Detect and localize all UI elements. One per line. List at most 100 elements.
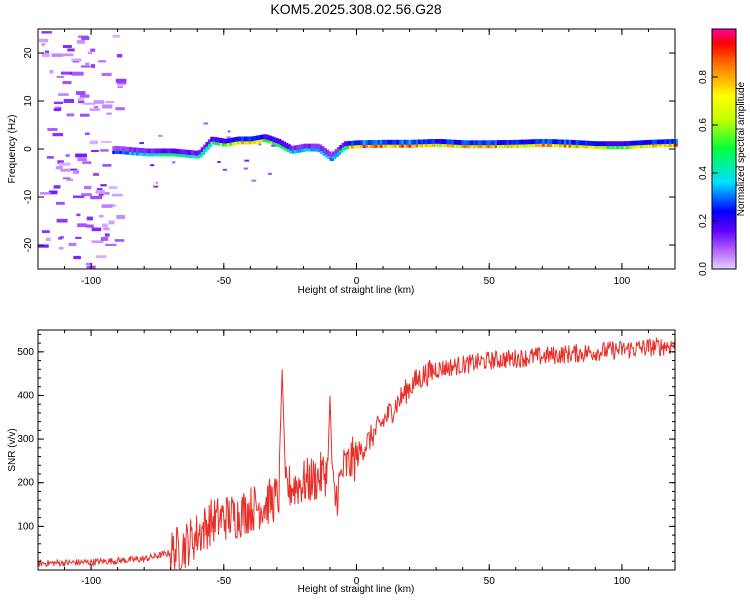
ridge-cell <box>394 144 399 148</box>
noise-cell <box>203 122 209 125</box>
ridge-cell <box>387 139 392 148</box>
ridge-cell <box>415 144 420 148</box>
ridge-cell <box>260 134 265 143</box>
ridge-cell <box>645 140 650 148</box>
ridge-cell <box>269 136 275 144</box>
snr-x-axis-label: Height of straight line (km) <box>298 584 415 595</box>
ridge-cell <box>604 141 609 149</box>
ridge-cell <box>274 142 279 146</box>
ridge-cell <box>453 139 459 148</box>
noise-cell <box>65 154 70 157</box>
noise-cell <box>41 31 52 34</box>
ridge-cell <box>150 153 155 157</box>
noise-cell <box>91 227 102 232</box>
ridge-cell <box>513 139 518 148</box>
ridge-cell <box>358 145 363 149</box>
noise-cell <box>51 53 64 57</box>
ridge-cell <box>286 149 291 153</box>
ridge-cell <box>551 139 557 147</box>
ridge-cell <box>207 139 213 147</box>
noise-cell <box>66 178 73 181</box>
ridge-cell <box>554 139 559 147</box>
ridge-cell <box>451 144 456 148</box>
ridge-cell <box>231 142 236 146</box>
ridge-cell <box>427 144 432 148</box>
noise-cell <box>117 85 123 89</box>
ridge-cell <box>432 143 437 147</box>
ridge-cell <box>444 144 449 148</box>
ridge-cell <box>537 143 542 147</box>
y-tick-label: -20 <box>23 237 34 252</box>
ridge-cell <box>298 149 303 153</box>
ridge-cell <box>176 149 182 157</box>
noise-cell <box>73 255 81 260</box>
ridge-cell <box>444 139 449 147</box>
noise-cell <box>101 204 113 208</box>
ridge-cell <box>563 144 568 148</box>
ridge-cell <box>329 157 334 161</box>
ridge-cell <box>164 148 170 157</box>
x-tick-label: -50 <box>217 276 232 287</box>
ridge-cell <box>150 148 155 157</box>
ridge-cell <box>432 139 437 147</box>
ridge-cell <box>621 146 626 150</box>
ridge-cell <box>117 150 122 154</box>
ridge-cell <box>415 139 420 148</box>
ridge-cell <box>659 139 664 147</box>
ridge-cell <box>425 139 430 147</box>
ridge-cell <box>136 147 141 156</box>
ridge-cell <box>401 139 406 148</box>
ridge-cell <box>544 143 549 147</box>
ridge-cell <box>594 141 600 149</box>
noise-cell <box>267 172 272 175</box>
noise-cell <box>100 149 109 152</box>
ridge-cell <box>238 141 244 145</box>
ridge-cell <box>155 148 160 157</box>
noise-cell <box>116 79 124 83</box>
noise-cell <box>104 233 110 237</box>
x-tick-label: 50 <box>484 576 496 587</box>
ridge-cell <box>427 139 432 147</box>
ridge-cell <box>649 144 654 148</box>
ridge-cell <box>652 144 657 148</box>
noise-cell <box>60 71 73 75</box>
ridge-cell <box>183 149 189 158</box>
ridge-cell <box>234 137 239 145</box>
ridge-cell <box>594 146 600 150</box>
ridge-cell <box>229 142 234 146</box>
noise-cell <box>52 132 64 137</box>
ridge-cell <box>406 139 411 148</box>
ridge-cell <box>272 137 277 145</box>
ridge-cell <box>492 145 497 149</box>
y-tick-label: 20 <box>23 47 34 59</box>
ridge-cell <box>520 144 525 148</box>
noise-cell <box>62 177 71 180</box>
ridge-cell <box>616 146 621 150</box>
ridge-cell <box>320 151 325 155</box>
ridge-cell <box>561 144 566 148</box>
ridge-cell <box>296 145 301 153</box>
ridge-cell <box>635 145 640 149</box>
ridge-cell <box>315 148 320 152</box>
ridge-cell <box>281 141 287 150</box>
ridge-cell <box>148 153 153 157</box>
noise-cell <box>116 214 125 219</box>
ridge-cell <box>647 139 652 148</box>
ridge-cell <box>272 142 277 146</box>
noise-cell <box>258 143 262 146</box>
ridge-cell <box>176 153 182 157</box>
ridge-cell <box>616 141 621 149</box>
ridge-cell <box>654 139 659 148</box>
noise-cell <box>82 161 92 164</box>
ridge-cell <box>148 148 153 157</box>
ridge-cell <box>590 141 595 149</box>
noise-cell <box>71 58 82 62</box>
ridge-cell <box>477 140 482 148</box>
ridge-cell <box>613 146 619 150</box>
ridge-cell <box>475 140 480 148</box>
ridge-cell <box>477 145 482 149</box>
ridge-cell <box>434 138 439 147</box>
ridge-cell <box>458 144 463 148</box>
ridge-cell <box>243 141 248 145</box>
noise-cell <box>67 48 75 52</box>
